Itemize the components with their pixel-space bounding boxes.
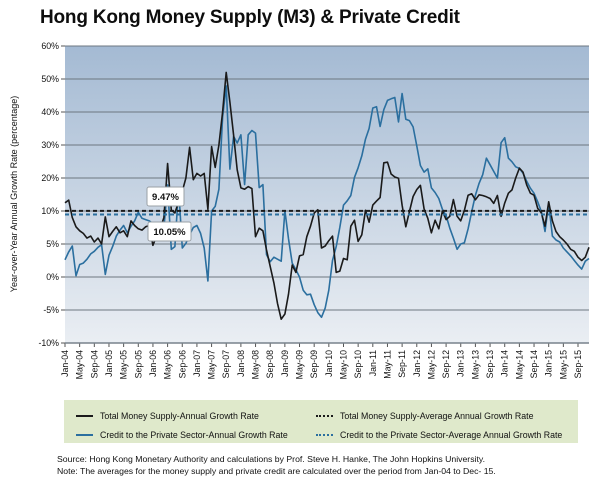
x-tick-label: Jan-09 (280, 350, 290, 377)
x-tick-label: May-13 (470, 350, 480, 379)
source-line: Source: Hong Kong Monetary Authority and… (57, 454, 485, 464)
y-tick-label: 30% (41, 140, 59, 150)
legend-item-money-supply-average: Total Money Supply-Average Annual Growth… (316, 408, 578, 424)
x-tick-label: May-06 (163, 350, 173, 379)
x-tick-label: May-14 (514, 350, 524, 379)
x-tick-label: Sep-08 (265, 350, 275, 378)
solid-blue-line-icon (76, 434, 93, 437)
y-tick-label: -5% (43, 305, 59, 315)
x-tick-label: Jan-04 (60, 350, 70, 377)
x-tick-label: Sep-13 (485, 350, 495, 378)
x-tick-label: Jan-14 (500, 350, 510, 377)
source-note: Source: Hong Kong Monetary Authority and… (57, 454, 496, 477)
chart-legend: Total Money Supply-Annual Growth Rate To… (64, 400, 578, 443)
x-tick-label: May-05 (119, 350, 129, 379)
x-tick-label: May-10 (338, 350, 348, 379)
x-tick-label: May-04 (75, 350, 85, 379)
x-tick-label: Sep-10 (353, 350, 363, 378)
x-tick-label: Sep-14 (529, 350, 539, 378)
average-value-label: 9.47% (152, 192, 179, 203)
x-tick-label: Jan-06 (148, 350, 158, 377)
x-tick-label: May-11 (382, 350, 392, 379)
average-value-callout (146, 186, 185, 207)
x-tick-label: Jan-11 (368, 350, 378, 376)
x-tick-label: Sep-04 (89, 350, 99, 378)
y-axis-title: Year-over-Year Annual Growth Rate (perce… (9, 95, 19, 293)
x-tick-label: May-12 (426, 350, 436, 379)
x-tick-label: Sep-07 (221, 350, 231, 378)
legend-item-credit-average: Credit to the Private Sector-Average Ann… (316, 428, 578, 444)
x-tick-label: May-15 (558, 350, 568, 379)
y-tick-label: 40% (41, 107, 59, 117)
y-tick-label: -10% (38, 338, 59, 348)
y-tick-label: 20% (41, 173, 59, 183)
y-tick-label: 0% (46, 272, 59, 282)
legend-label: Credit to the Private Sector-Annual Grow… (100, 430, 288, 441)
y-tick-label: 10% (41, 206, 59, 216)
x-tick-label: Sep-12 (441, 350, 451, 378)
x-tick-label: Jan-08 (236, 350, 246, 377)
x-tick-label: May-08 (251, 350, 261, 379)
x-tick-label: Jan-10 (324, 350, 334, 377)
x-tick-label: Sep-06 (177, 350, 187, 378)
legend-label: Credit to the Private Sector-Average Ann… (340, 430, 563, 441)
dotted-blue-line-icon (316, 434, 333, 437)
legend-item-money-supply-annual: Total Money Supply-Annual Growth Rate (76, 408, 316, 424)
x-tick-label: Jan-12 (412, 350, 422, 377)
average-value-label: 10.05% (153, 227, 186, 238)
chart-plot: 60% 50% 40% 30% 20% 10% 5% 0% -5% -10%Jan-04 May-0… (38, 41, 590, 379)
x-tick-label: Jan-05 (104, 350, 114, 377)
x-tick-label: Sep-15 (573, 350, 583, 378)
x-tick-label: May-07 (207, 350, 217, 379)
x-tick-label: Jan-13 (456, 350, 466, 377)
note-line: Note: The averages for the money supply … (57, 465, 496, 476)
y-tick-label: 60% (41, 41, 59, 51)
legend-label: Total Money Supply-Annual Growth Rate (100, 410, 259, 421)
x-tick-label: Jan-07 (192, 350, 202, 377)
solid-black-line-icon (76, 414, 93, 417)
x-tick-label: Jan-15 (544, 350, 554, 377)
x-tick-label: Sep-09 (309, 350, 319, 378)
y-tick-label: 5% (46, 239, 59, 249)
y-tick-label: 50% (41, 74, 59, 84)
x-tick-label: Sep-05 (133, 350, 143, 378)
average-value-callout (147, 221, 192, 242)
x-tick-label: Sep-11 (397, 350, 407, 378)
x-tick-label: May-09 (295, 350, 305, 379)
dotted-black-line-icon (316, 414, 333, 417)
legend-label: Total Money Supply-Average Annual Growth… (340, 410, 534, 421)
legend-item-credit-annual: Credit to the Private Sector-Annual Grow… (76, 428, 316, 444)
page-title: Hong Kong Money Supply (M3) & Private Cr… (40, 7, 460, 28)
